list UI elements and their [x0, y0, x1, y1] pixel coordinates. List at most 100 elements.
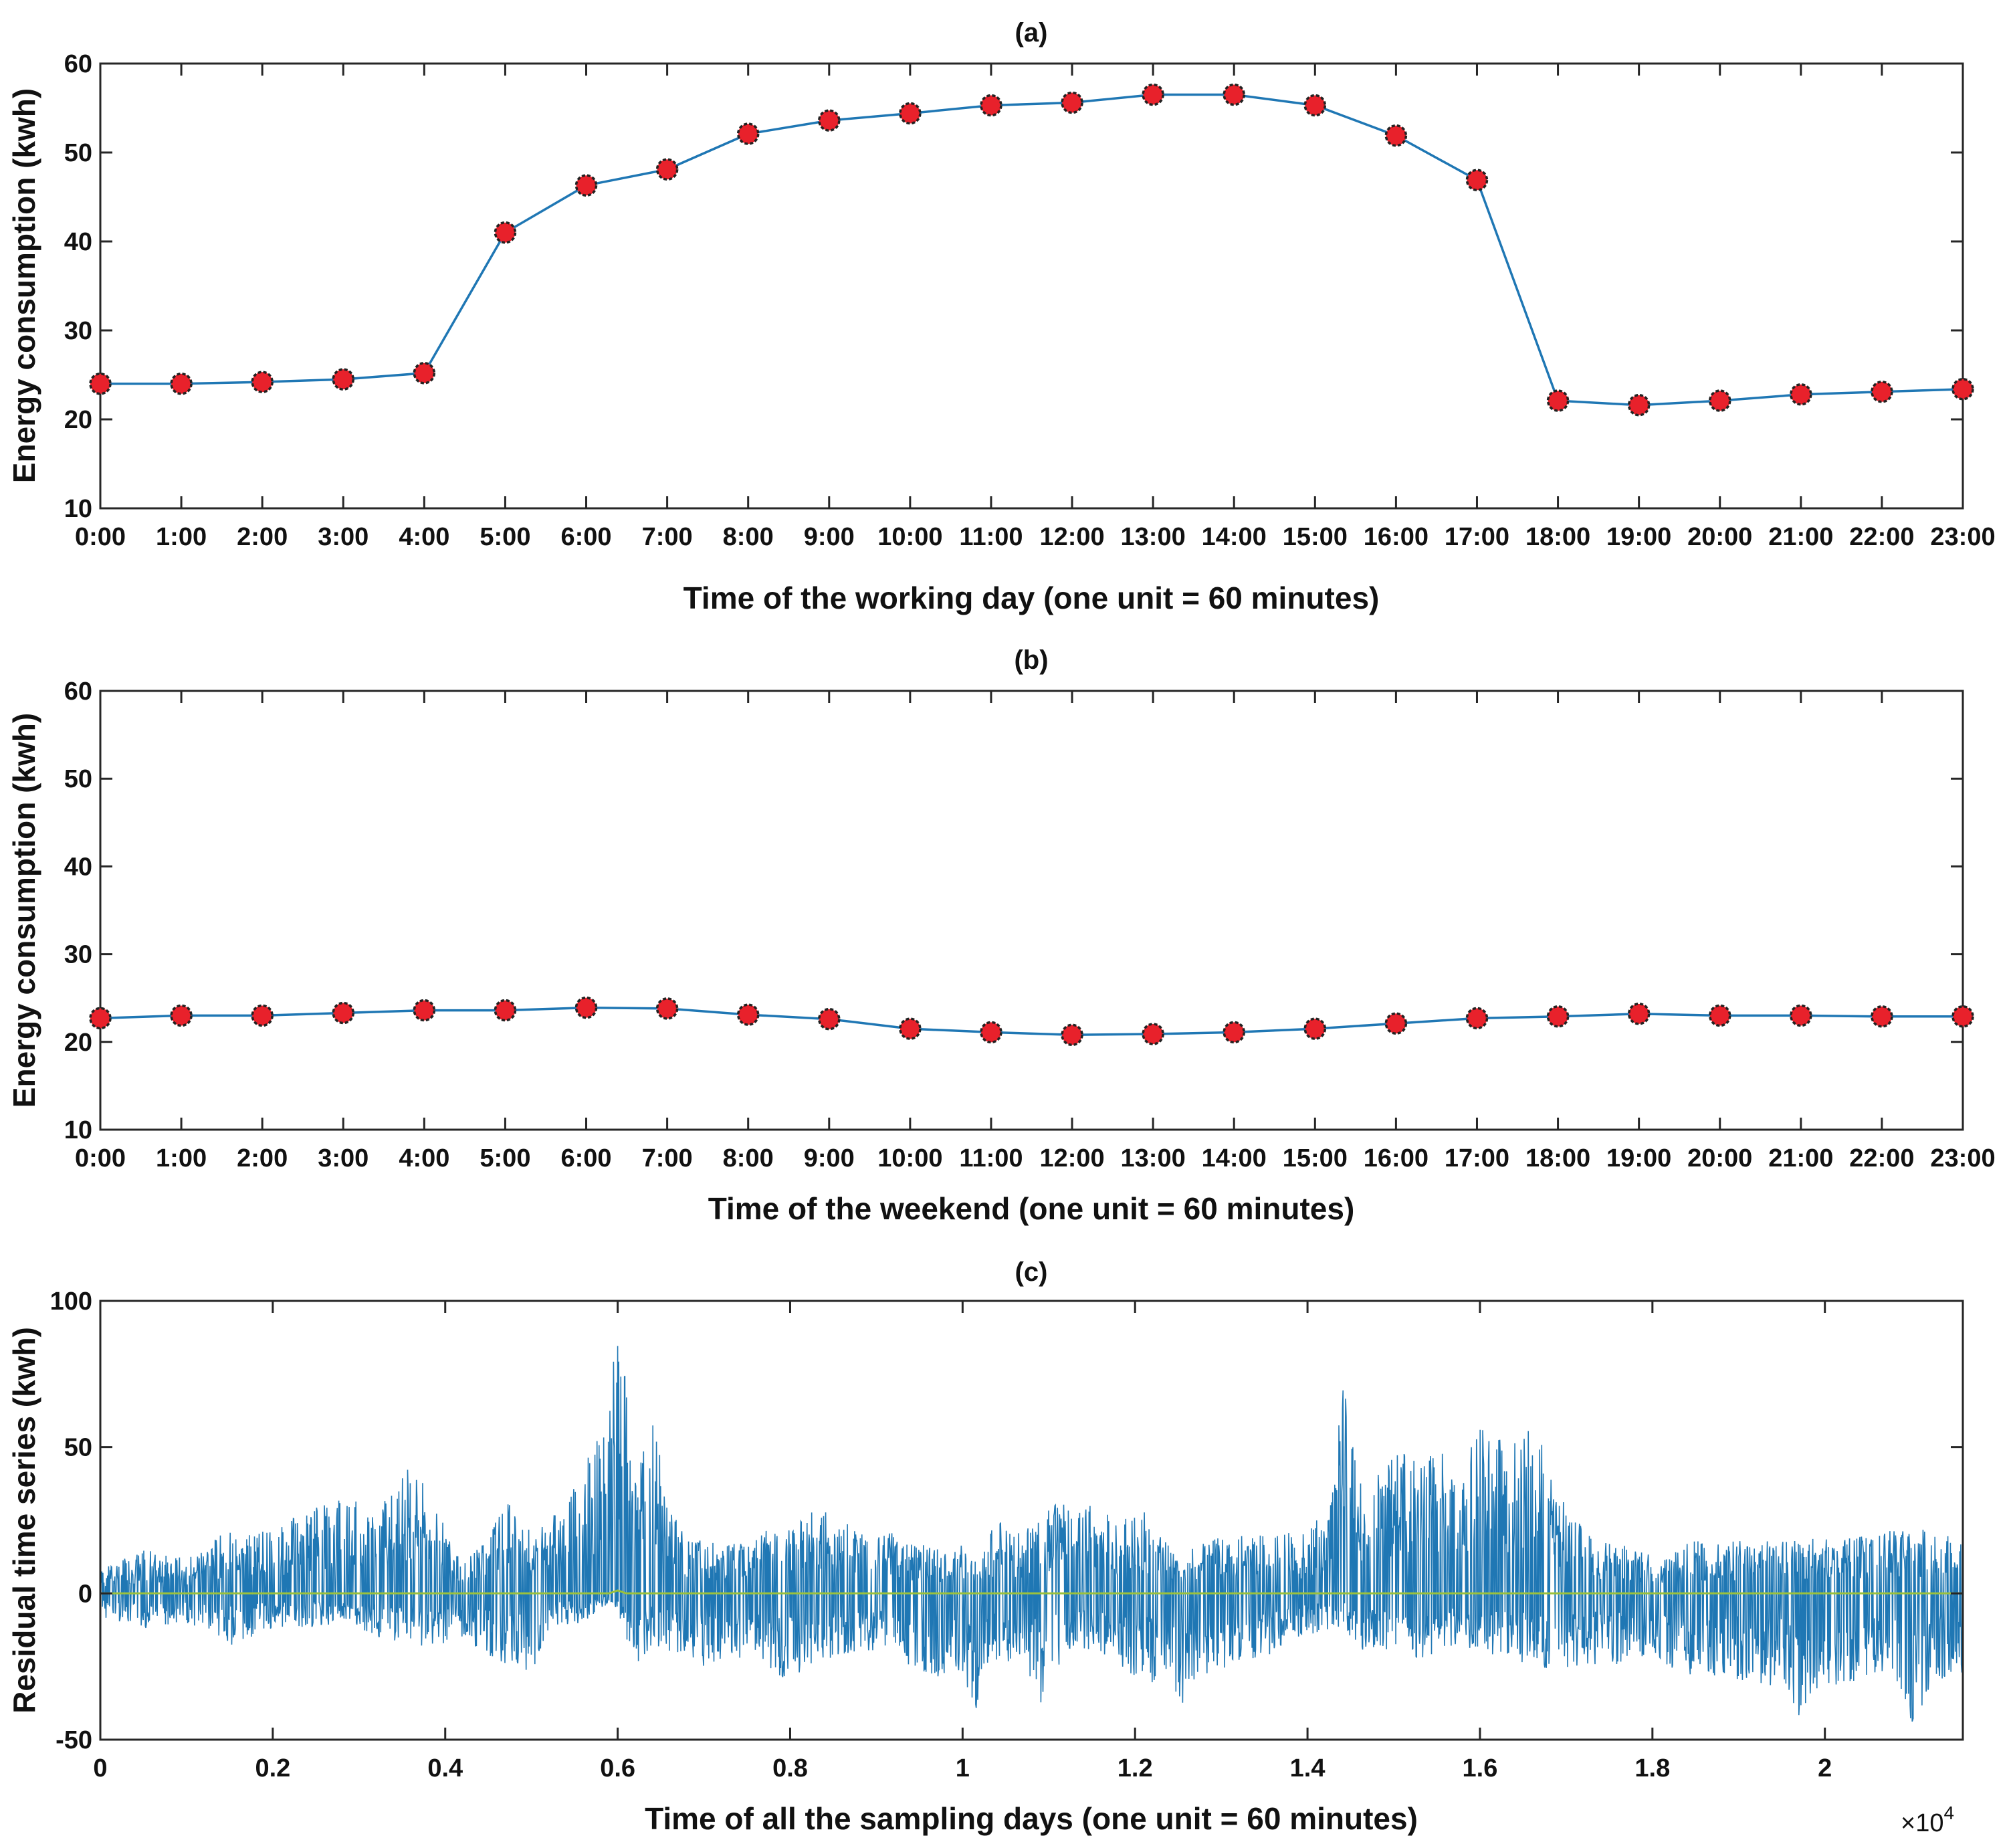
panel-a-x-axis-title: Time of the working day (one unit = 60 m… [683, 581, 1380, 615]
panel-b-point-4:00 [413, 999, 436, 1022]
panel-b-point-18:00 [1546, 1005, 1570, 1028]
panel-a-point-14:00 [1223, 83, 1245, 106]
panel-c-x-multiplier-exponent: 4 [1943, 1803, 1954, 1823]
panel-b-xtick-label: 12:00 [1039, 1144, 1104, 1172]
panel-b-y-axis-title: Energy consumption (kwh) [7, 713, 41, 1108]
panel-a-xtick-label: 17:00 [1445, 523, 1509, 551]
panel-a-xtick-label: 20:00 [1687, 523, 1752, 551]
panel-a-xtick-label: 7:00 [642, 523, 693, 551]
panel-c-xtick-label: 0.2 [255, 1754, 290, 1782]
panel-c-title: (c) [1015, 1257, 1048, 1287]
panel-a-point-16:00 [1384, 124, 1408, 147]
panel-c-xtick-label: 0.8 [772, 1754, 808, 1782]
panel-b-xtick-label: 8:00 [723, 1144, 774, 1172]
panel-b-point-11:00 [980, 1021, 1002, 1044]
panel-a-xtick-label: 8:00 [723, 523, 774, 551]
panel-a-xtick-label: 10:00 [877, 523, 942, 551]
panel-b-ytick-label: 20 [64, 1029, 92, 1057]
panel-b-series [89, 996, 1974, 1047]
panel-a-point-9:00 [818, 109, 841, 132]
panel-b-xtick-label: 3:00 [318, 1144, 368, 1172]
panel-b-point-14:00 [1223, 1021, 1245, 1044]
panel-c-ytick-label: -50 [56, 1726, 92, 1754]
panel-b-ytick-label: 30 [64, 941, 92, 969]
panel-b-x-axis-title: Time of the weekend (one unit = 60 minut… [708, 1191, 1355, 1226]
panel-a-xtick-label: 1:00 [156, 523, 207, 551]
panel-a-point-7:00 [655, 158, 679, 181]
panel-c-xtick-label: 1.2 [1118, 1754, 1153, 1782]
panel-b-y-ticks: 10 20 30 40 50 60 [64, 678, 1963, 1144]
panel-b-xtick-label: 4:00 [399, 1144, 449, 1172]
panel-b-ytick-label: 50 [64, 765, 92, 793]
panel-a-point-12:00 [1061, 91, 1083, 114]
panel-a-point-1:00 [170, 373, 193, 395]
panel-b-ytick-label: 60 [64, 678, 92, 706]
panel-b-point-5:00 [494, 999, 517, 1022]
panel-b-point-9:00 [818, 1007, 841, 1031]
panel-a-point-8:00 [736, 122, 760, 145]
panel-a-xtick-label: 4:00 [399, 523, 449, 551]
panel-c-ytick-label: 0 [78, 1580, 92, 1608]
panel-a-point-23:00 [1951, 378, 1974, 401]
panel-b-point-19:00 [1627, 1003, 1651, 1025]
panel-c-xtick-label: 0.6 [600, 1754, 635, 1782]
panel-c-plot-frame [99, 1300, 1964, 1741]
panel-b-plot-frame [99, 690, 1964, 1131]
panel-a-point-11:00 [980, 94, 1002, 117]
panel-b-line [100, 1006, 1963, 1037]
panel-b-xtick-label: 0:00 [75, 1144, 126, 1172]
panel-b-xtick-label: 1:00 [156, 1144, 207, 1172]
panel-b-point-7:00 [655, 997, 679, 1020]
panel-b-xtick-label: 23:00 [1930, 1144, 1995, 1172]
panel-a-xtick-label: 9:00 [804, 523, 855, 551]
panel-a-xtick-label: 13:00 [1121, 523, 1186, 551]
panel-c-x-multiplier: ×104 [1901, 1803, 1954, 1837]
panel-a-y-ticks: 10 20 30 40 50 60 [64, 50, 1963, 523]
panel-a-xtick-label: 5:00 [480, 523, 530, 551]
panel-b-point-15:00 [1303, 1017, 1327, 1040]
panel-b-xtick-label: 11:00 [959, 1144, 1023, 1172]
panel-b-xtick-label: 15:00 [1283, 1144, 1348, 1172]
panel-a-point-17:00 [1465, 169, 1489, 191]
panel-a-title: (a) [1015, 18, 1048, 47]
panel-b-xtick-label: 19:00 [1606, 1144, 1671, 1172]
panel-b-x-ticks: 0:00 1:00 2:00 3:00 4:00 5:00 6:00 7:00 8:00 9:00… [75, 691, 1996, 1172]
panel-a-point-4:00 [413, 362, 436, 385]
panel-a-xtick-label: 11:00 [959, 523, 1023, 551]
panel-a-ytick-label: 30 [64, 317, 92, 345]
panel-c-x-ticks: 0 0.2 0.4 0.6 0.8 1 1.2 1.4 1.6 1.8 2 [93, 1301, 1832, 1782]
panel-a-xtick-label: 15:00 [1283, 523, 1348, 551]
panel-b-xtick-label: 13:00 [1121, 1144, 1186, 1172]
panel-b-point-23:00 [1951, 1005, 1974, 1028]
panel-c-trend-line [100, 1589, 1963, 1595]
panel-c-y-axis-title: Residual time series (kwh) [7, 1327, 41, 1714]
panel-a-xtick-label: 14:00 [1202, 523, 1267, 551]
panel-a-point-22:00 [1871, 381, 1893, 403]
panel-a-xtick-label: 12:00 [1039, 523, 1104, 551]
panel-b-point-8:00 [736, 1003, 760, 1026]
panel-a-xtick-label: 18:00 [1525, 523, 1590, 551]
panel-b-point-13:00 [1142, 1023, 1164, 1045]
panel-c-xtick-label: 1.8 [1634, 1754, 1670, 1782]
panel-c-y-ticks: -50 0 50 100 [50, 1288, 1963, 1754]
panel-b-point-12:00 [1061, 1023, 1083, 1047]
panel-b-ytick-label: 40 [64, 853, 92, 881]
panel-b-xtick-label: 17:00 [1445, 1144, 1509, 1172]
panel-a-xtick-label: 6:00 [560, 523, 611, 551]
panel-a-line [100, 93, 1964, 407]
panel-b-point-16:00 [1384, 1012, 1408, 1035]
panel-a-working-day: (a) 10 20 30 40 50 60 0:00 1:00 2:00 3:00 4:00 5:0… [7, 18, 1996, 615]
panel-a-ytick-label: 20 [64, 406, 92, 434]
panel-b-point-22:00 [1871, 1005, 1893, 1028]
panel-a-xtick-label: 2:00 [237, 523, 288, 551]
panel-b-point-2:00 [251, 1004, 274, 1027]
panel-b-point-17:00 [1465, 1007, 1489, 1030]
panel-b-xtick-label: 20:00 [1687, 1144, 1752, 1172]
panel-b-title: (b) [1014, 645, 1048, 675]
panel-a-xtick-label: 0:00 [75, 523, 126, 551]
panel-b-xtick-label: 22:00 [1849, 1144, 1914, 1172]
panel-c-x-axis-title: Time of all the sampling days (one unit … [645, 1801, 1418, 1836]
panel-b-point-3:00 [332, 1001, 355, 1025]
panel-c-xtick-label: 0 [93, 1754, 107, 1782]
panel-c-xtick-label: 1.4 [1290, 1754, 1326, 1782]
